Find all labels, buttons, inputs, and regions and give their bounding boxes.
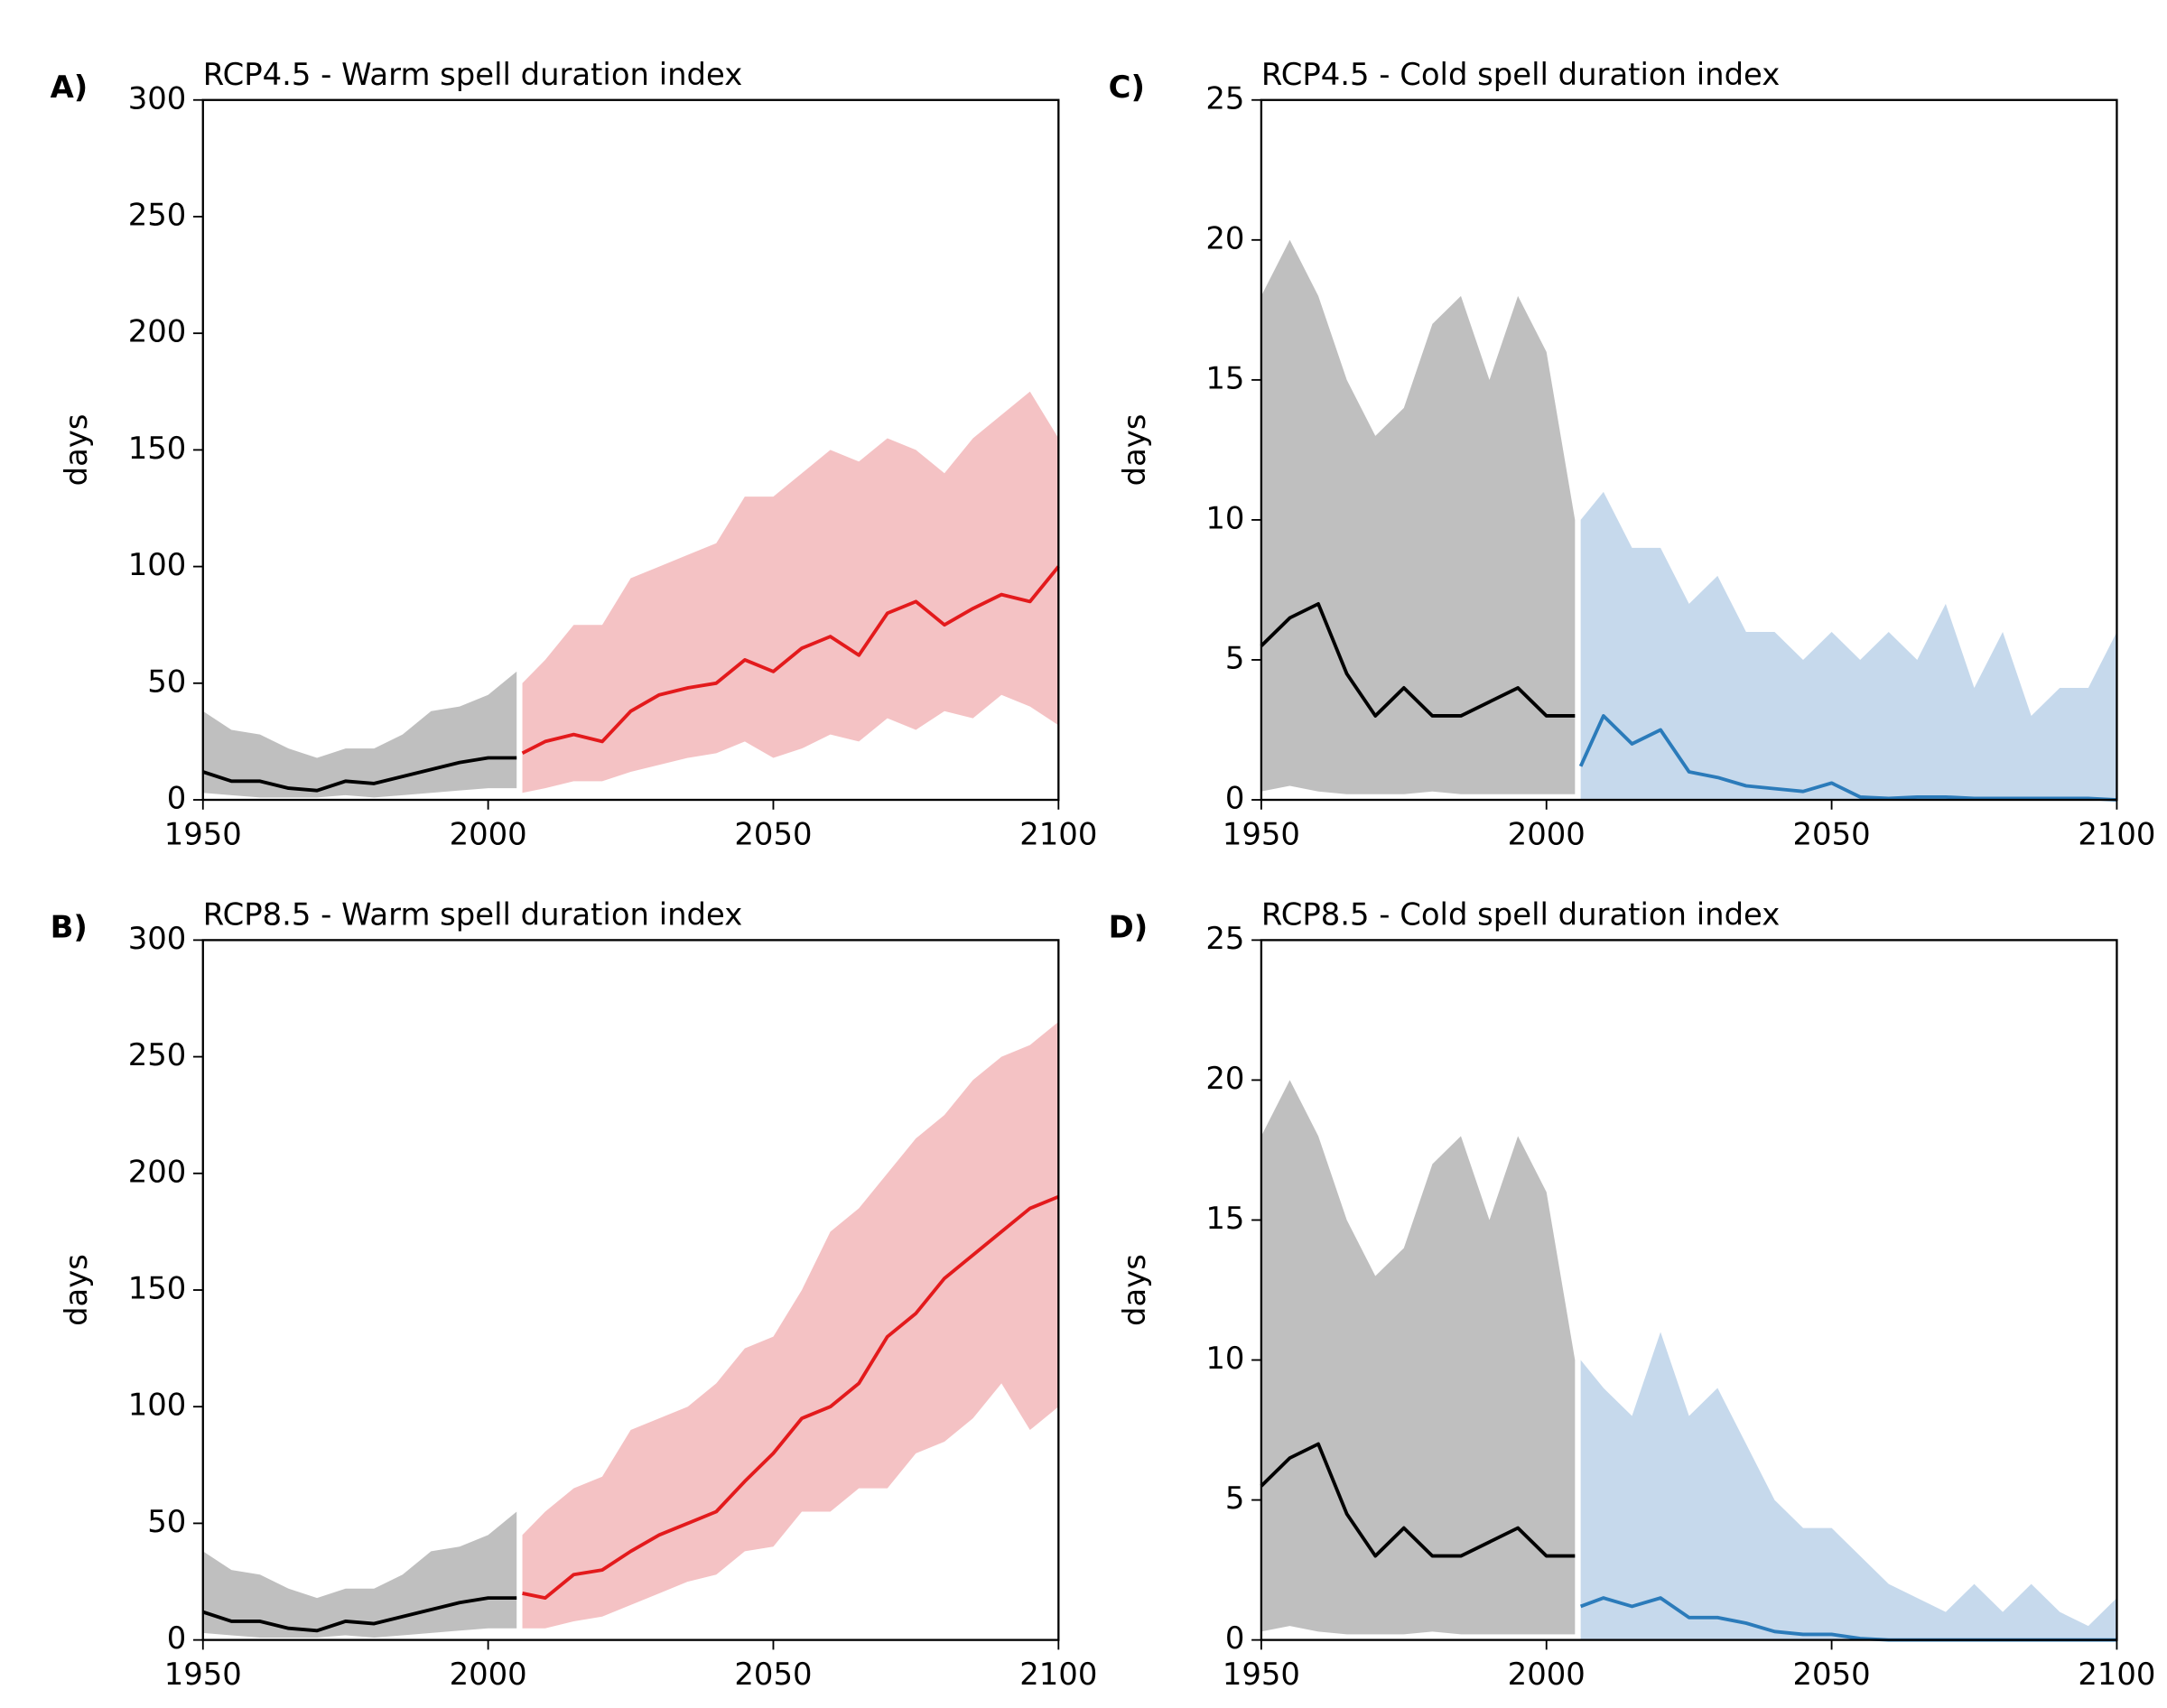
y-tick-label: 15 <box>1205 360 1244 395</box>
panel-label: A) <box>51 70 88 105</box>
y-tick-label: 250 <box>128 197 187 232</box>
chart-title: RCP4.5 - Warm spell duration index <box>203 57 743 92</box>
y-axis-label: days <box>59 1254 94 1326</box>
y-tick-label: 100 <box>128 1388 187 1423</box>
line <box>521 565 1060 756</box>
band <box>522 1021 1059 1629</box>
y-tick-label: 20 <box>1205 220 1244 255</box>
y-tick-label: 10 <box>1205 1341 1244 1376</box>
panel: 0 5 10 15 20 25 1950 2000 2050 2100 RCP8.5 - Cold … <box>1109 897 2156 1692</box>
band <box>522 391 1059 794</box>
y-tick-label: 50 <box>147 1504 186 1539</box>
panel-label: C) <box>1109 70 1145 105</box>
y-tick-label: 150 <box>128 431 187 466</box>
line <box>202 756 517 793</box>
x-tick-label: 2000 <box>1508 1657 1586 1692</box>
x-tick-label: 2100 <box>1019 817 1097 852</box>
y-tick-label: 25 <box>1205 80 1244 116</box>
chart-title: RCP4.5 - Cold spell duration index <box>1261 57 1780 92</box>
y-tick-label: 100 <box>128 547 187 582</box>
y-axis-label: days <box>1117 1254 1152 1326</box>
x-tick-label: 2050 <box>1793 817 1871 852</box>
x-tick-label: 2100 <box>2078 1657 2155 1692</box>
line <box>1260 602 1576 718</box>
line <box>1260 1442 1576 1558</box>
x-tick-label: 2050 <box>734 1657 812 1692</box>
plot-frame <box>1260 98 2118 802</box>
chart-title: RCP8.5 - Cold spell duration index <box>1261 897 1780 933</box>
x-tick-label: 2100 <box>2078 817 2155 852</box>
panel-label: B) <box>51 910 88 945</box>
panel: 0 50 100 150 200 250 300 1950 2000 2050 2100 RCP8.5… <box>51 897 1098 1692</box>
x-tick-label: 1950 <box>1223 817 1300 852</box>
y-tick-label: 50 <box>147 664 186 699</box>
x-tick-label: 2050 <box>1793 1657 1871 1692</box>
y-tick-label: 200 <box>128 314 187 349</box>
x-tick-label: 2000 <box>450 1657 527 1692</box>
y-tick-label: 150 <box>128 1270 187 1305</box>
x-tick-label: 1950 <box>1223 1657 1300 1692</box>
x-tick-label: 2050 <box>734 817 812 852</box>
x-tick-label: 1950 <box>164 817 242 852</box>
line <box>1578 714 2117 802</box>
y-tick-label: 15 <box>1205 1201 1244 1236</box>
y-tick-label: 5 <box>1225 640 1245 675</box>
plot-frame <box>1260 939 2118 1641</box>
y-axis-label: days <box>1117 413 1152 486</box>
y-tick-label: 200 <box>128 1154 187 1189</box>
x-tick-label: 2000 <box>450 817 527 852</box>
y-tick-label: 0 <box>1225 1620 1245 1656</box>
y-tick-label: 25 <box>1205 921 1244 956</box>
band <box>202 1511 517 1638</box>
band <box>1260 1080 1576 1635</box>
band <box>202 671 517 798</box>
band <box>1260 239 1576 794</box>
y-tick-label: 300 <box>128 921 187 956</box>
line <box>202 1596 517 1633</box>
y-tick-label: 5 <box>1225 1481 1245 1516</box>
y-tick-label: 300 <box>128 80 187 116</box>
x-tick-label: 2000 <box>1508 817 1586 852</box>
panel-label: D) <box>1109 910 1149 945</box>
y-tick-label: 10 <box>1205 500 1244 535</box>
y-tick-label: 0 <box>167 1620 187 1656</box>
panel: 0 50 100 150 200 250 300 1950 2000 2050 2100 RCP4.5… <box>51 57 1098 851</box>
chart-title: RCP8.5 - Warm spell duration index <box>203 897 743 933</box>
panel: 0 5 10 15 20 25 1950 2000 2050 2100 RCP4.5 - Cold … <box>1109 57 2156 851</box>
band <box>1580 491 2117 801</box>
y-tick-label: 20 <box>1205 1061 1244 1096</box>
line <box>522 1194 1060 1601</box>
x-tick-label: 1950 <box>164 1657 242 1692</box>
y-tick-label: 0 <box>1225 781 1245 816</box>
y-tick-label: 0 <box>167 781 187 816</box>
y-tick-label: 250 <box>128 1037 187 1072</box>
x-tick-label: 2100 <box>1019 1657 1097 1692</box>
y-axis-label: days <box>59 413 94 486</box>
band <box>1580 1332 2117 1640</box>
